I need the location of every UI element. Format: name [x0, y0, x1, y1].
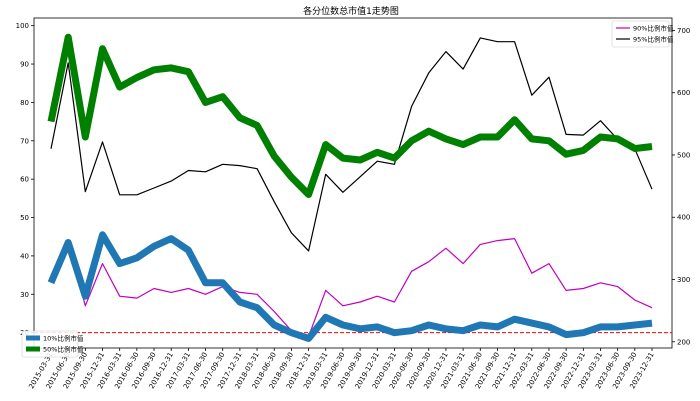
y-right-tick-label: 200 [677, 338, 690, 346]
legend-label: 90%比例市值 [633, 24, 674, 33]
y-left-tick-label: 40 [20, 252, 29, 260]
y-right-tick-label: 300 [677, 276, 690, 284]
legend-label: 50%比例市值 [43, 345, 84, 354]
series-line-50pct [47, 33, 653, 198]
y-right-tick-label: 600 [677, 89, 690, 97]
legend-label: 10%比例市值 [43, 334, 84, 343]
y-left-tick-label: 60 [20, 176, 29, 184]
series-line-95pct [50, 37, 653, 252]
series-line-10pct [47, 231, 653, 342]
y-right-tick-label: 500 [677, 151, 690, 159]
chart-marks: 2030405060708090100200300400500600700201… [16, 20, 690, 390]
series-line-90pct [50, 238, 653, 338]
y-right-tick-label: 400 [677, 214, 690, 222]
y-left-tick-label: 70 [20, 137, 29, 145]
y-left-tick-label: 30 [20, 291, 29, 299]
plot-frame [33, 17, 673, 349]
y-left-tick-label: 50 [20, 214, 29, 222]
y-left-tick-label: 80 [20, 99, 29, 107]
y-left-tick-label: 90 [20, 61, 29, 69]
legend-label: 95%比例市值 [633, 35, 674, 44]
y-left-tick-label: 100 [16, 22, 29, 30]
chart-title: 各分位数总市值1走势图 [303, 5, 399, 17]
y-right-tick-label: 700 [677, 27, 690, 35]
